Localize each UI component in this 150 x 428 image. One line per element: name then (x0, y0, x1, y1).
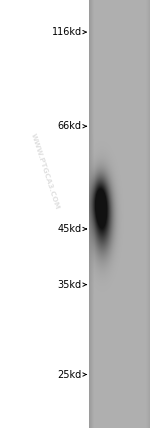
Text: 25kd: 25kd (57, 369, 82, 380)
Text: WWW.PTGCA3.COM: WWW.PTGCA3.COM (30, 132, 60, 210)
Text: 66kd: 66kd (58, 121, 82, 131)
Text: 116kd: 116kd (52, 27, 82, 37)
Text: 45kd: 45kd (58, 224, 82, 234)
Text: 35kd: 35kd (58, 279, 82, 290)
